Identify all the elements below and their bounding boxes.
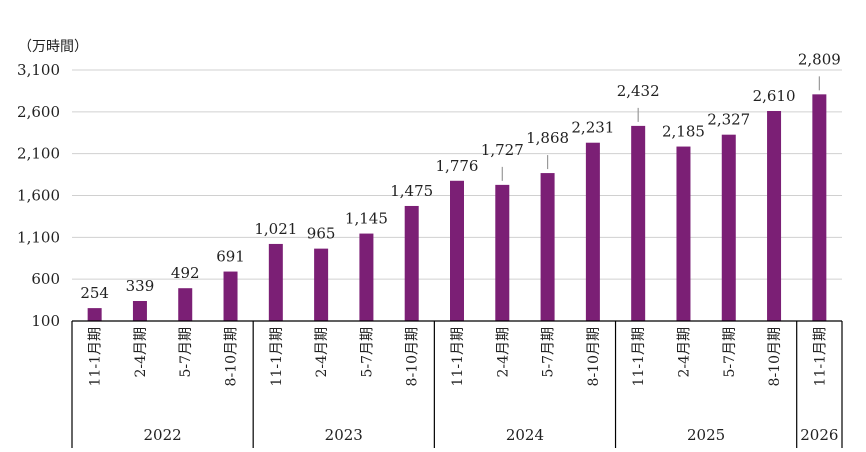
category-label: 2-4月期 — [314, 327, 330, 378]
data-label: 965 — [307, 225, 336, 243]
data-label: 2,327 — [707, 111, 750, 129]
category-label: 5-7月期 — [722, 327, 738, 378]
category-labels: 11-1月期 2-4月期 5-7月期 8-10月期 11-1月期 2-4月期 5-7月期 8-… — [88, 327, 829, 386]
bar — [676, 146, 691, 321]
bar — [404, 205, 419, 321]
bar — [359, 233, 374, 321]
category-label: 2-4月期 — [495, 327, 511, 378]
bar — [314, 248, 329, 321]
data-label: 1,727 — [481, 141, 524, 159]
bar — [268, 243, 283, 321]
bar — [178, 288, 193, 321]
y-tick-label: 2,600 — [17, 103, 60, 121]
category-label: 8-10月期 — [767, 327, 783, 386]
bar — [495, 184, 510, 321]
data-label: 339 — [126, 277, 155, 295]
bar — [631, 125, 646, 321]
data-label: 2,231 — [571, 119, 614, 137]
data-label: 2,610 — [753, 87, 796, 105]
bar — [223, 271, 238, 321]
bar — [87, 308, 102, 321]
bar — [812, 94, 827, 321]
category-label: 8-10月期 — [405, 327, 421, 386]
category-label: 11-1月期 — [631, 327, 647, 386]
y-tick-label: 100 — [31, 312, 60, 330]
bar — [585, 142, 600, 321]
bar — [132, 301, 147, 321]
category-label: 11-1月期 — [812, 327, 828, 386]
x-axis — [71, 320, 843, 448]
category-label: 11-1月期 — [269, 327, 285, 386]
data-label: 2,432 — [617, 82, 660, 100]
category-label: 11-1月期 — [450, 327, 466, 386]
y-tick-label: 600 — [31, 270, 60, 288]
category-label: 5-7月期 — [178, 327, 194, 378]
data-label: 492 — [171, 264, 200, 282]
data-labels: 254 339 492 691 1,021 965 1,1451,4751,7761,727… — [80, 50, 841, 302]
data-label: 1,868 — [526, 129, 569, 147]
category-label: 2-4月期 — [676, 327, 692, 378]
bar — [767, 110, 782, 321]
year-labels: 2022 2023 2024 2025 2026 — [143, 426, 838, 444]
unit-label: （万時間） — [18, 39, 88, 55]
y-tick-label: 2,100 — [17, 145, 60, 163]
year-label: 2025 — [687, 426, 725, 444]
bar — [721, 134, 736, 321]
data-label: 1,021 — [254, 220, 297, 238]
data-label: 2,809 — [798, 50, 841, 68]
y-axis-ticks: 100 600 1,100 1,600 2,100 2,600 3,100 — [17, 61, 60, 330]
data-label: 1,776 — [436, 157, 479, 175]
y-tick-label: 1,600 — [17, 187, 60, 205]
data-label: 2,185 — [662, 123, 705, 141]
data-label: 254 — [80, 284, 109, 302]
bar — [450, 180, 464, 321]
data-label: 1,145 — [345, 210, 388, 228]
bars — [87, 94, 827, 321]
y-tick-label: 1,100 — [17, 228, 60, 246]
y-tick-label: 3,100 — [17, 61, 60, 79]
data-label: 691 — [216, 248, 245, 266]
category-label: 5-7月期 — [359, 327, 375, 378]
year-label: 2023 — [325, 426, 363, 444]
data-label: 1,475 — [390, 182, 433, 200]
category-label: 8-10月期 — [224, 327, 240, 386]
category-label: 8-10月期 — [586, 327, 602, 386]
year-label: 2026 — [800, 426, 838, 444]
bar — [540, 173, 555, 321]
year-label: 2022 — [143, 426, 181, 444]
category-label: 11-1月期 — [88, 327, 104, 386]
category-label: 5-7月期 — [541, 327, 557, 378]
year-label: 2024 — [506, 426, 544, 444]
category-label: 2-4月期 — [133, 327, 149, 378]
